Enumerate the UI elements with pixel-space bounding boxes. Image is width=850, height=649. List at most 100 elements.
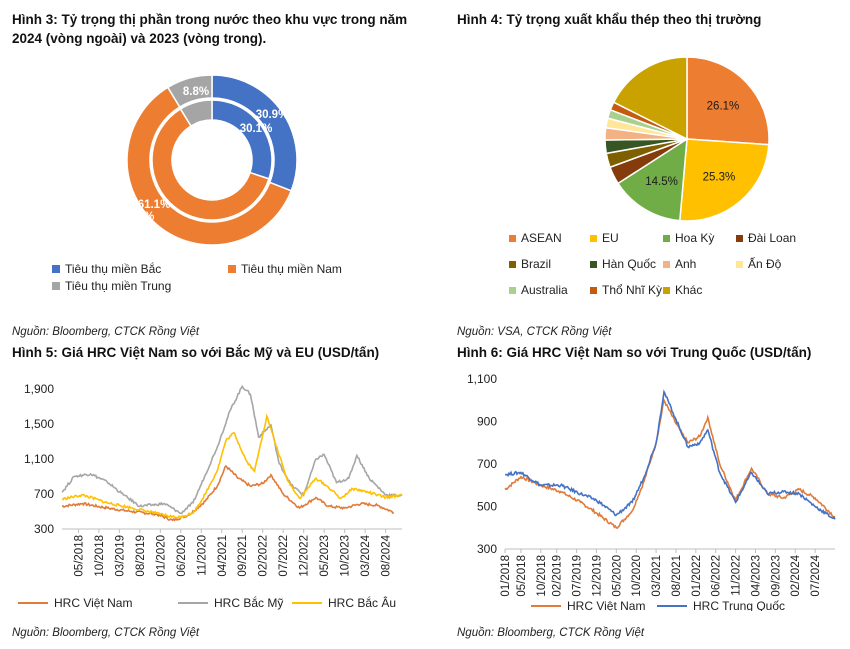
y-tick-1500: 1,500 (24, 417, 54, 431)
legend-swatch-tieu-thu-mien-bac (52, 265, 60, 273)
legend-swatch-tho-nhi-ky (590, 287, 597, 294)
y-tick-900: 900 (477, 415, 497, 429)
legend-label-hoa-ky: Hoa Kỳ (675, 231, 714, 245)
legend-swatch-hoa-ky (663, 235, 670, 242)
figure-5-source: Nguồn: Bloomberg, CTCK Rồng Việt (12, 627, 200, 639)
y-tick-300: 300 (477, 542, 497, 556)
x-tick-08-2021: 08/2021 (671, 555, 683, 597)
donut-inner-label-tieu-thu-mien-nam: 61.1% (138, 199, 171, 211)
x-tick-08-2019: 08/2019 (135, 535, 147, 577)
x-tick-11-2022: 11/2022 (731, 555, 743, 596)
x-tick-07-2019: 07/2019 (572, 555, 584, 597)
pie-slice-hoa-ky (617, 137, 688, 222)
x-tick-07-2024: 07/2024 (810, 554, 822, 596)
legend-swatch-an-do (736, 261, 743, 268)
legend-label-hrc-viet-nam: HRC Việt Nam (567, 599, 645, 611)
legend-label-hrc-viet-nam: HRC Việt Nam (54, 596, 132, 610)
figure-5-chart: 300 700 1,100 1,500 1,900 05/2018 10/2018 03/20… (18, 382, 403, 610)
y-tick-700: 700 (477, 457, 497, 471)
x-tick-08-2024: 08/2024 (381, 534, 393, 576)
series-line-hrc-viet-nam (504, 397, 836, 530)
x-tick-02-2024: 02/2024 (790, 554, 802, 596)
x-tick-09-2023: 09/2023 (770, 555, 782, 597)
x-tick-05-2018: 05/2018 (516, 555, 528, 597)
legend-swatch-tieu-thu-mien-trung (52, 282, 60, 290)
figure-4-title: Hình 4: Tỷ trọng xuất khẩu thép theo thị… (457, 12, 762, 27)
legend-label-tieu-thu-mien-nam: Tiêu thụ miền Nam (241, 262, 342, 276)
legend-swatch-anh (663, 261, 670, 268)
figure-3-source: Nguồn: Bloomberg, CTCK Rồng Việt (12, 326, 200, 338)
donut-inner-slice-tieu-thu-mien-nam (151, 107, 270, 221)
legend-label-tieu-thu-mien-bac: Tiêu thụ miền Bắc (65, 261, 161, 276)
series-line-hrc-bac-au (61, 413, 402, 519)
figure-5-panel: Hình 5: Giá HRC Việt Nam so với Bắc Mỹ v… (0, 343, 425, 649)
y-tick-500: 500 (477, 500, 497, 514)
legend-label-asean: ASEAN (521, 231, 562, 245)
pie-slice-eu (678, 138, 770, 222)
donut-outer-slice-tieu-thu-mien-nam (126, 86, 293, 246)
x-tick-10-2023: 10/2023 (340, 535, 352, 577)
donut-outer-label-tieu-thu-mien-trung: 8.7% (177, 66, 203, 78)
x-tick-10-2018: 10/2018 (536, 555, 548, 597)
donut-outer-label-tieu-thu-mien-bac: 30.9% (256, 109, 289, 121)
figure-4-panel: Hình 4: Tỷ trọng xuất khẩu thép theo thị… (425, 0, 850, 345)
legend-label-hrc-trung-quoc: HRC Trung Quốc (693, 599, 785, 611)
figure-3-panel: Hình 3: Tỷ trọng thị phần trong nước the… (0, 0, 425, 345)
legend-label-han-quoc: Hàn Quốc (602, 257, 656, 271)
x-tick-03-2024: 03/2024 (360, 534, 372, 576)
y-tick-300: 300 (34, 522, 54, 536)
x-tick-10-2020: 10/2020 (631, 555, 643, 597)
x-tick-01-2020: 01/2020 (155, 535, 167, 577)
x-tick-05-2018: 05/2018 (73, 535, 85, 577)
figure-6-chart: 300 500 700 900 1,100 01/2018 05/2018 10/2018 02… (467, 372, 836, 611)
pie-label-eu: 25.3% (703, 171, 736, 183)
x-tick-01-2022: 01/2022 (691, 555, 703, 597)
legend-label-tieu-thu-mien-trung: Tiêu thụ miền Trung (65, 279, 171, 293)
series-line-hrc-trung-quoc (504, 389, 836, 520)
y-tick-700: 700 (34, 487, 54, 501)
legend-label-hrc-bac-my: HRC Bắc Mỹ (214, 595, 283, 610)
donut-inner-label-tieu-thu-mien-trung: 8.8% (183, 86, 209, 98)
figure-6-title: Hình 6: Giá HRC Việt Nam so với Trung Qu… (457, 345, 812, 360)
x-tick-01-2018: 01/2018 (500, 555, 512, 597)
pie-label-hoa-ky: 14.5% (645, 176, 678, 188)
series-line-hrc-viet-nam (61, 464, 395, 522)
legend-label-hrc-bac-au: HRC Bắc Âu (328, 595, 396, 610)
x-tick-03-2021: 03/2021 (651, 555, 663, 597)
x-tick-12-2019: 12/2019 (591, 555, 603, 597)
legend-swatch-eu (590, 235, 597, 242)
x-tick-10-2018: 10/2018 (94, 535, 106, 577)
x-tick-12-2022: 12/2022 (299, 535, 311, 577)
figure-6-panel: Hình 6: Giá HRC Việt Nam so với Trung Qu… (425, 343, 850, 649)
y-tick-1100: 1,100 (467, 372, 497, 386)
legend-swatch-australia (509, 287, 516, 294)
series-line-hrc-bac-my (61, 384, 403, 515)
x-tick-02-2022: 02/2022 (258, 535, 270, 577)
donut-outer-label-tieu-thu-mien-nam: 60.4% (122, 211, 155, 223)
legend-label-dai-loan: Đài Loan (748, 231, 796, 245)
figure-4-chart: 26.1% 25.3% 14.5% ASEAN EU Hoa Kỳ Đài Loan Braz… (509, 56, 796, 297)
donut-inner-slice-tieu-thu-mien-trung (179, 99, 213, 127)
donut-outer-slice-tieu-thu-mien-trung (166, 74, 213, 109)
x-tick-06-2020: 06/2020 (176, 535, 188, 577)
figure-3-chart: 30.9% 60.4% 8.7% 30.1% 61.1% 8.8% Tiêu thụ miề… (52, 66, 342, 293)
figure-3-title: Hình 3: Tỷ trọng thị phần trong nước the… (12, 12, 408, 46)
legend-label-brazil: Brazil (521, 257, 551, 271)
figure-4-source: Nguồn: VSA, CTCK Rồng Việt (457, 326, 612, 338)
legend-swatch-han-quoc (590, 261, 597, 268)
legend-label-tho-nhi-ky: Thổ Nhĩ Kỳ (602, 283, 662, 297)
y-tick-1100: 1,100 (24, 452, 54, 466)
legend-label-an-do: Ấn Độ (748, 256, 782, 271)
legend-label-anh: Anh (675, 257, 696, 271)
legend-label-khac: Khác (675, 283, 702, 297)
x-tick-07-2022: 07/2022 (278, 535, 290, 577)
x-tick-02-2019: 02/2019 (552, 555, 564, 597)
x-tick-11-2020: 11/2020 (196, 535, 208, 576)
donut-inner-label-tieu-thu-mien-bac: 30.1% (240, 123, 273, 135)
y-tick-1900: 1,900 (24, 382, 54, 396)
pie-label-asean: 26.1% (707, 100, 740, 112)
x-tick-03-2019: 03/2019 (114, 535, 126, 577)
x-tick-04-2021: 04/2021 (217, 535, 229, 577)
pie-slice-asean (686, 56, 770, 146)
x-tick-06-2022: 06/2022 (711, 555, 723, 597)
